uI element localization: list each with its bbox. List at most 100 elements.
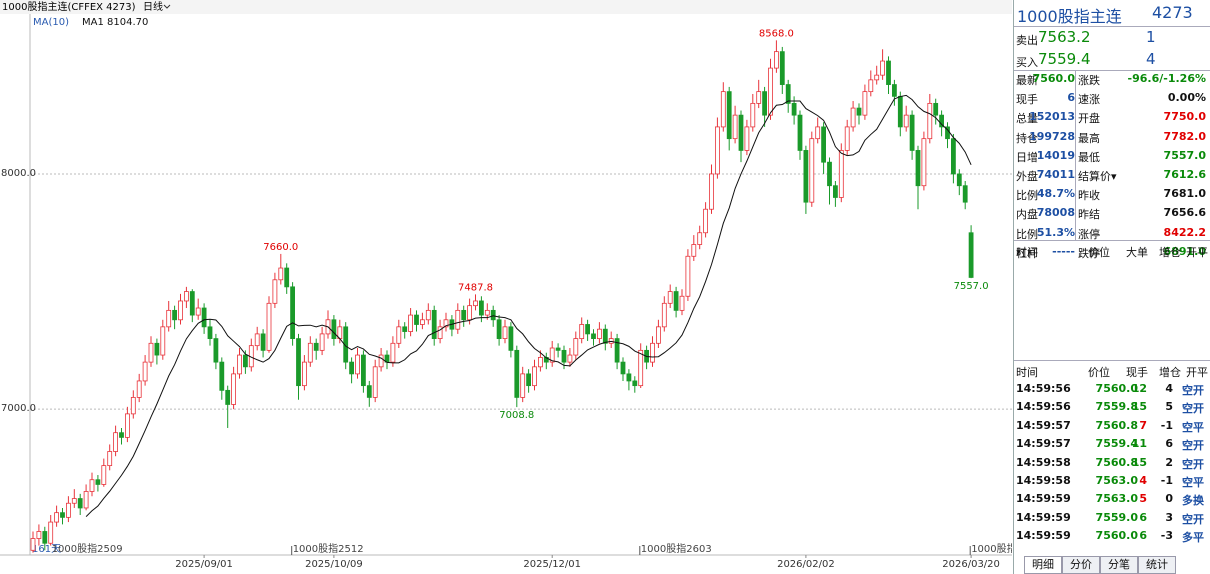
- tab[interactable]: 分价: [1062, 556, 1100, 574]
- tab[interactable]: 明细: [1024, 556, 1062, 574]
- candle-body: [703, 208, 708, 234]
- trade-cell: 空平: [1182, 420, 1204, 434]
- trade-cell: 7560.8: [1095, 418, 1138, 432]
- table-header: 增仓: [1159, 246, 1181, 259]
- stat-value: 0.00%: [1167, 91, 1206, 105]
- candle-body: [189, 291, 195, 316]
- stat-label: 杠杆: [1016, 246, 1038, 260]
- extreme-label: 7557.0: [954, 281, 989, 292]
- divider: [1014, 26, 1210, 27]
- candle-body: [691, 244, 697, 257]
- trade-cell: 7559.4: [1095, 437, 1138, 451]
- candle-body: [762, 91, 767, 116]
- table-header: 价位: [1088, 366, 1110, 379]
- quote-title: 1000股指主连: [1017, 7, 1122, 26]
- quote-code: 4273: [1152, 3, 1193, 22]
- candle-body: [77, 498, 83, 509]
- candle-body: [673, 291, 679, 311]
- trade-cell: 4: [1165, 382, 1173, 395]
- stat-value: 7656.6: [1163, 206, 1206, 220]
- candle-body: [567, 354, 573, 363]
- candle-body: [962, 185, 968, 203]
- table-header: 大单: [1126, 246, 1148, 259]
- tab[interactable]: 分笔: [1100, 556, 1138, 574]
- trade-cell: 14:59:57: [1016, 418, 1071, 432]
- candle-body: [402, 326, 408, 332]
- candle-body: [632, 380, 638, 387]
- candle-body: [720, 91, 726, 128]
- candle-body: [620, 361, 626, 375]
- candle-body: [307, 342, 313, 363]
- candle-body: [219, 361, 225, 391]
- trade-cell: 2: [1165, 455, 1173, 469]
- trade-cell: 空开: [1182, 512, 1204, 526]
- candle-body: [36, 531, 42, 539]
- stat-label: 比例: [1016, 227, 1038, 241]
- stat-label: 现手: [1016, 93, 1038, 107]
- stat-label: 昨结: [1078, 208, 1100, 222]
- candle-body: [107, 451, 113, 467]
- dropdown-icon[interactable]: [163, 4, 171, 9]
- candle-body: [478, 300, 484, 316]
- stat-label: 比例: [1016, 189, 1038, 203]
- candle-body: [549, 347, 555, 363]
- stat-label: 最低: [1078, 150, 1100, 164]
- candle-body: [502, 326, 508, 340]
- candle-body: [260, 333, 266, 351]
- symbol-label[interactable]: 1000股指主连(CFFEX 4273): [2, 0, 136, 13]
- days-label: 161天: [32, 544, 61, 555]
- trade-cell: 7559.8: [1095, 400, 1138, 414]
- candle-body: [797, 114, 803, 151]
- candle-body: [319, 333, 325, 351]
- candle-body: [697, 232, 703, 245]
- trade-cell: -1: [1160, 474, 1173, 487]
- tab[interactable]: 统计: [1138, 556, 1176, 574]
- trade-cell: 空开: [1182, 402, 1204, 416]
- candle-body: [809, 138, 815, 203]
- candle-body: [101, 465, 107, 485]
- candle-body: [915, 150, 921, 187]
- stat-value: 51.3%: [1036, 225, 1075, 239]
- candle-body: [437, 326, 443, 340]
- candle-body: [874, 74, 880, 81]
- extreme-label: 7008.8: [499, 410, 534, 421]
- ma-name[interactable]: MA(10): [33, 17, 69, 28]
- candle-body: [850, 107, 856, 128]
- candle-body: [903, 114, 909, 128]
- candle-body: [355, 354, 360, 375]
- candle-body: [738, 114, 744, 151]
- candle-body: [278, 267, 284, 281]
- x-tick-label: 2026/03/20: [942, 559, 1000, 570]
- candle-body: [414, 314, 419, 325]
- contract-label: 1000股指2512: [293, 542, 364, 555]
- trade-cell: 11: [1131, 437, 1147, 451]
- candle-body: [715, 126, 720, 175]
- trade-cell: 7: [1139, 418, 1147, 432]
- candle-body: [626, 373, 632, 382]
- table-header: 价位: [1088, 246, 1110, 259]
- stat-value: 8422.2: [1163, 225, 1206, 239]
- candle-body: [201, 307, 207, 328]
- candle-body: [892, 84, 897, 97]
- trade-cell: 14:59:58: [1016, 455, 1071, 469]
- trade-cell: 7560.0: [1095, 529, 1138, 543]
- trade-cell: 7563.0: [1095, 492, 1138, 506]
- candle-body: [939, 114, 944, 128]
- stat-value: 7681.0: [1163, 187, 1206, 201]
- stat-label: 最高: [1078, 131, 1100, 145]
- ma-legend: MA1 8104.70: [82, 17, 148, 28]
- candle-body: [130, 397, 136, 415]
- candle-body: [844, 126, 850, 151]
- candle-body: [803, 150, 809, 203]
- trade-cell: 多换: [1182, 494, 1204, 508]
- x-tick-label: 2026/02/02: [777, 559, 835, 570]
- extreme-label: 7487.8: [458, 282, 493, 293]
- candle-body: [514, 349, 520, 398]
- trade-cell: 空平: [1182, 476, 1204, 489]
- period-selector[interactable]: 日线: [143, 0, 163, 13]
- stat-value: 7560.0: [1032, 72, 1075, 85]
- stat-label: 日增: [1016, 150, 1038, 164]
- order-price: 7559.4: [1038, 50, 1091, 68]
- trade-cell: 14:59:58: [1016, 474, 1071, 487]
- trade-cell: 6: [1165, 437, 1173, 451]
